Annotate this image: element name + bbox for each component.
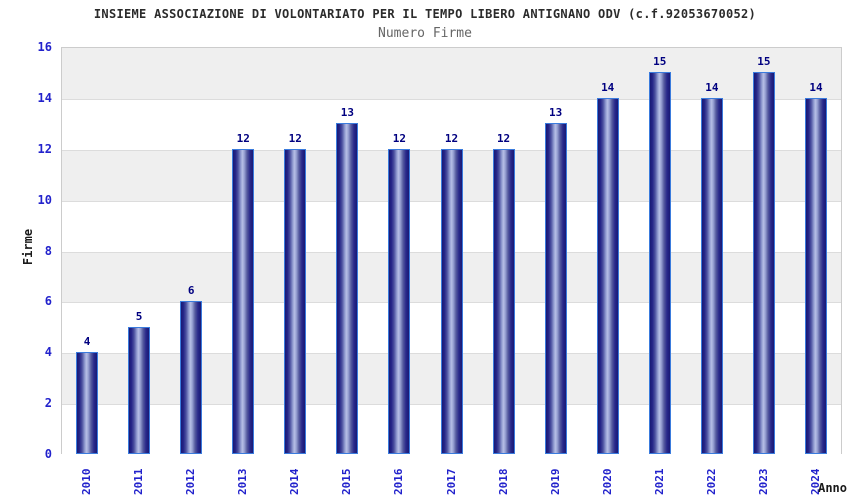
bar-2014 bbox=[284, 148, 307, 454]
bar-2011 bbox=[128, 326, 151, 454]
x-tick-label-2020: 2020 bbox=[600, 468, 614, 496]
x-tick-label-2022: 2022 bbox=[704, 468, 718, 496]
value-label-2024: 14 bbox=[809, 80, 823, 94]
x-tick-label-2016: 2016 bbox=[392, 468, 406, 496]
y-tick-label: 2 bbox=[44, 396, 52, 411]
chart-subtitle: Numero Firme bbox=[378, 26, 472, 41]
bar-2012 bbox=[180, 301, 203, 454]
value-label-2019: 13 bbox=[549, 106, 563, 120]
y-tick-label: 8 bbox=[44, 243, 52, 258]
value-label-2012: 6 bbox=[187, 284, 195, 298]
value-label-2016: 12 bbox=[392, 131, 407, 145]
y-tick-label: 10 bbox=[37, 192, 52, 207]
x-tick-label-2023: 2023 bbox=[756, 468, 770, 496]
bar-2016 bbox=[388, 148, 411, 454]
bar-2021 bbox=[648, 72, 671, 454]
y-tick-label: 16 bbox=[37, 40, 52, 54]
x-tick-label-2015: 2015 bbox=[340, 468, 354, 496]
y-tick-label: 12 bbox=[37, 141, 52, 156]
bar-2020 bbox=[596, 97, 619, 454]
bar-2018 bbox=[492, 148, 515, 454]
x-tick-label-2011: 2011 bbox=[132, 468, 146, 496]
bar-2023 bbox=[752, 72, 775, 454]
value-label-2023: 15 bbox=[757, 55, 771, 69]
value-label-2020: 14 bbox=[601, 80, 615, 94]
bar-2010 bbox=[76, 352, 99, 454]
bar-2024 bbox=[804, 97, 827, 454]
y-tick-label: 0 bbox=[44, 447, 52, 461]
value-label-2021: 15 bbox=[653, 55, 667, 69]
gridline bbox=[62, 98, 841, 100]
y-tick-label: 14 bbox=[37, 90, 52, 105]
bar-2022 bbox=[700, 97, 723, 454]
y-tick-label: 4 bbox=[44, 345, 52, 360]
value-label-2018: 12 bbox=[496, 131, 511, 145]
x-axis-title: Anno bbox=[818, 481, 847, 495]
value-label-2022: 14 bbox=[705, 80, 719, 94]
bar-2015 bbox=[336, 123, 359, 454]
value-label-2010: 4 bbox=[83, 335, 91, 349]
y-tick-label: 6 bbox=[44, 294, 52, 309]
x-tick-label-2019: 2019 bbox=[548, 468, 562, 496]
x-tick-label-2018: 2018 bbox=[496, 468, 510, 496]
x-tick-label-2021: 2021 bbox=[652, 468, 666, 496]
x-tick-label-2017: 2017 bbox=[444, 468, 458, 496]
value-label-2015: 13 bbox=[340, 106, 354, 120]
value-label-2013: 12 bbox=[236, 131, 250, 145]
x-tick-label-2014: 2014 bbox=[288, 468, 302, 496]
chart-title: INSIEME ASSOCIAZIONE DI VOLONTARIATO PER… bbox=[93, 7, 757, 21]
bar-2017 bbox=[440, 148, 463, 454]
value-label-2011: 5 bbox=[135, 309, 143, 323]
x-tick-label-2012: 2012 bbox=[184, 468, 198, 496]
value-label-2014: 12 bbox=[288, 131, 302, 145]
plot-band bbox=[62, 48, 841, 99]
bar-2013 bbox=[232, 148, 255, 454]
bar-2019 bbox=[544, 123, 567, 454]
x-tick-label-2010: 2010 bbox=[80, 468, 94, 496]
x-tick-label-2013: 2013 bbox=[236, 468, 250, 496]
value-label-2017: 12 bbox=[444, 131, 459, 145]
